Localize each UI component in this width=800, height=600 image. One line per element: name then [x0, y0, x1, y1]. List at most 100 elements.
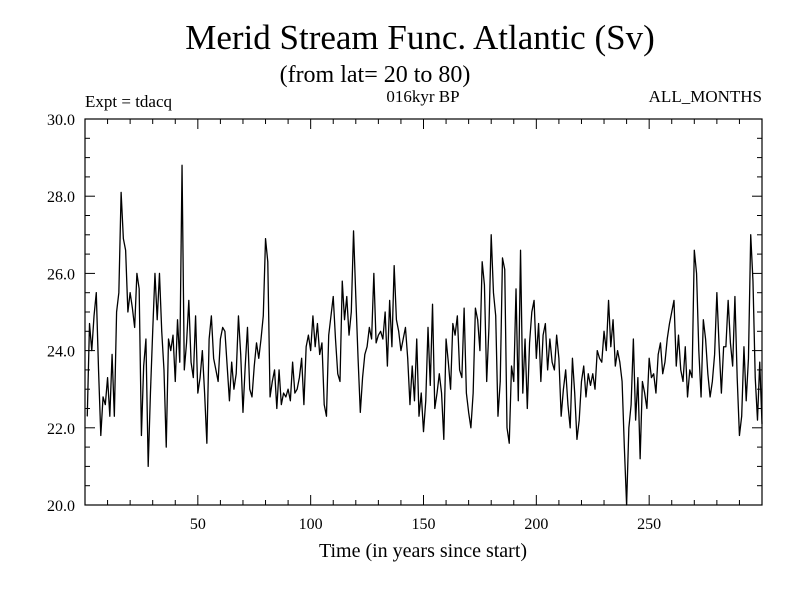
data-point: [416, 338, 418, 340]
data-point: [601, 361, 603, 363]
data-point: [341, 280, 343, 282]
data-point: [113, 415, 115, 417]
data-point: [107, 377, 108, 379]
data-point: [639, 458, 641, 460]
data-point: [542, 334, 544, 336]
data-point: [323, 404, 325, 406]
data-point: [308, 334, 309, 336]
data-point: [188, 300, 190, 301]
data-point: [98, 369, 99, 371]
data-point: [529, 342, 530, 344]
data-point: [145, 338, 147, 340]
data-point: [544, 323, 546, 324]
data-point: [481, 261, 483, 263]
x-axis-label: Time (in years since start): [319, 540, 527, 562]
data-point: [484, 284, 485, 286]
data-point: [321, 342, 323, 344]
period-label: 016kyr BP: [386, 87, 459, 106]
data-point: [581, 381, 582, 382]
data-point: [748, 357, 749, 359]
data-point: [646, 408, 648, 409]
data-point: [477, 319, 479, 321]
data-point: [599, 357, 600, 359]
data-point: [610, 346, 612, 348]
data-point: [256, 342, 257, 344]
data-point: [452, 323, 454, 324]
data-point: [138, 288, 140, 290]
data-point: [456, 315, 458, 317]
data-point: [199, 377, 201, 379]
data-point: [687, 396, 688, 398]
data-point: [504, 269, 506, 270]
data-point: [170, 350, 172, 351]
data-point: [750, 234, 752, 236]
data-point: [222, 327, 224, 328]
data-point: [382, 338, 384, 340]
data-point: [312, 315, 314, 317]
chart-title: Merid Stream Func. Atlantic (Sv): [185, 18, 655, 57]
data-point: [226, 365, 228, 367]
data-point: [183, 369, 185, 371]
data-point: [287, 388, 289, 390]
y-tick-label: 20.0: [47, 498, 75, 515]
data-point: [560, 415, 562, 417]
data-point: [375, 342, 377, 344]
data-point: [759, 361, 761, 363]
data-point: [664, 361, 666, 363]
data-point: [691, 377, 693, 379]
data-point: [276, 408, 278, 409]
data-point: [655, 392, 657, 394]
data-point: [714, 354, 716, 355]
y-tick-label: 30.0: [47, 112, 75, 129]
data-point: [274, 369, 275, 371]
data-point: [414, 400, 415, 402]
data-point: [447, 361, 449, 363]
data-point: [161, 330, 163, 332]
x-tick-label: 150: [412, 516, 436, 533]
data-point: [497, 415, 499, 417]
data-point: [425, 400, 427, 402]
data-point: [195, 315, 196, 317]
data-point: [526, 408, 528, 409]
data-point: [434, 408, 436, 409]
plot-frame: [84, 118, 763, 506]
data-point: [705, 338, 706, 340]
data-point: [362, 377, 363, 379]
data-point: [150, 392, 151, 394]
data-point: [436, 392, 438, 394]
data-point: [693, 249, 695, 251]
data-point: [350, 311, 352, 313]
data-point: [698, 350, 700, 351]
data-point: [244, 365, 246, 367]
data-point: [590, 384, 591, 386]
data-point: [675, 365, 677, 367]
data-point: [499, 381, 501, 382]
data-point: [181, 164, 183, 166]
data-point: [332, 296, 334, 297]
data-point: [465, 392, 467, 394]
data-point: [743, 346, 745, 348]
data-point: [657, 354, 659, 355]
series: [86, 164, 763, 506]
data-point: [409, 404, 411, 406]
data-point: [754, 377, 756, 379]
data-point: [156, 319, 158, 321]
data-point: [709, 396, 711, 398]
data-point: [637, 377, 639, 379]
data-point: [669, 323, 670, 324]
data-point: [368, 327, 370, 328]
data-point: [635, 419, 637, 421]
data-point: [267, 261, 269, 263]
data-point: [294, 392, 296, 394]
data-point: [508, 442, 510, 444]
data-point: [488, 327, 490, 328]
data-point: [159, 273, 160, 274]
data-point: [86, 415, 88, 417]
data-point: [513, 381, 515, 382]
data-point: [479, 350, 481, 351]
data-point: [233, 388, 235, 390]
data-point: [224, 330, 226, 332]
y-tick-label: 22.0: [47, 421, 75, 438]
data-point: [400, 350, 402, 351]
data-point: [605, 350, 607, 351]
